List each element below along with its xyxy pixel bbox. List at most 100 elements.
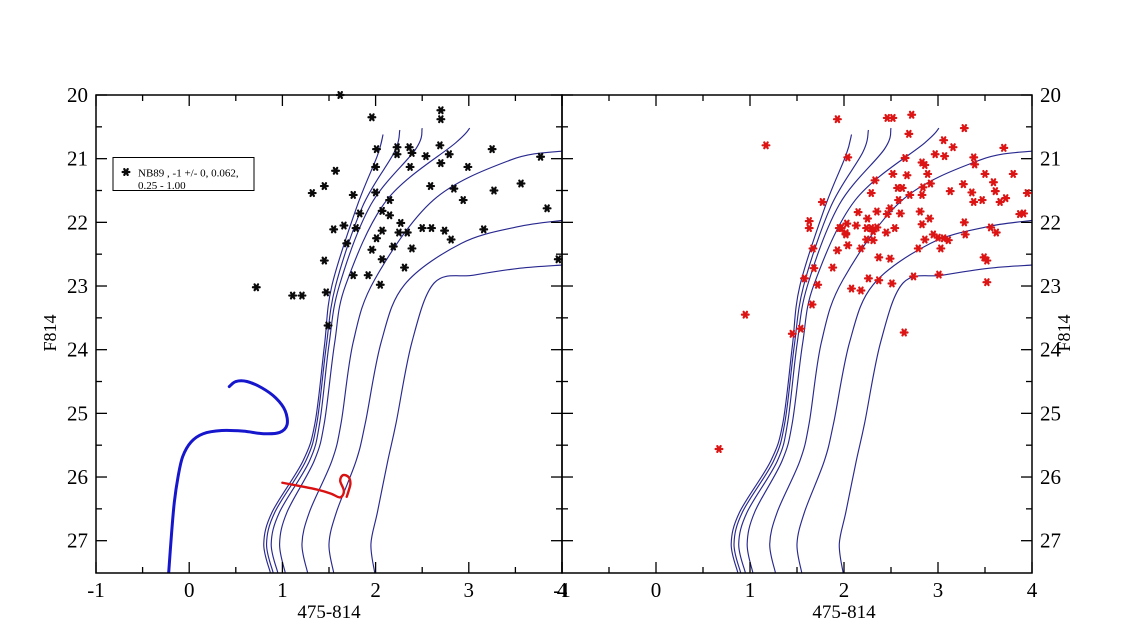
legend-box (112, 157, 255, 191)
data-point (479, 225, 489, 234)
data-point (923, 169, 933, 178)
data-point (427, 224, 437, 233)
legend-asterisk-icon (121, 168, 131, 176)
isochrone-curve (265, 129, 401, 573)
data-point (895, 209, 905, 218)
data-point (426, 182, 436, 191)
data-point (991, 228, 1001, 237)
data-point (939, 136, 949, 145)
data-point (458, 196, 468, 205)
data-point (980, 169, 990, 178)
data-point (853, 208, 863, 217)
data-point (323, 321, 333, 330)
data-point (371, 188, 381, 197)
data-point (832, 246, 842, 255)
legend-line2: 0.25 - 1.00 (138, 180, 186, 192)
data-point (436, 159, 446, 168)
data-point (945, 187, 955, 196)
data-point (888, 169, 898, 178)
data-point (885, 254, 895, 263)
data-point (988, 178, 998, 187)
data-point (925, 214, 935, 223)
data-point (920, 235, 930, 244)
data-point (367, 113, 377, 122)
data-point (394, 228, 404, 237)
data-point (807, 300, 817, 309)
data-point (920, 161, 930, 170)
data-point (841, 230, 851, 239)
data-point (925, 179, 935, 188)
data-point (417, 224, 427, 233)
data-point (894, 196, 904, 205)
y-tick-label: 27 (67, 529, 88, 553)
y-axis-label-right: F814 (1054, 314, 1074, 351)
data-point (329, 225, 339, 234)
isochrone-curve (270, 127, 423, 573)
x-tick-label: 2 (839, 578, 850, 602)
y-tick-label: 22 (1040, 210, 1061, 234)
data-point (863, 214, 872, 223)
data-point (804, 217, 814, 226)
data-point (870, 176, 880, 185)
data-point (888, 113, 898, 122)
isochrone-curve (796, 219, 1032, 573)
x-tick-label: 1 (277, 578, 288, 602)
ticks-layer (95, 94, 563, 573)
points-layer (251, 91, 563, 330)
data-point (251, 283, 261, 292)
data-point (813, 280, 823, 289)
data-point (843, 241, 853, 250)
data-point (1022, 189, 1032, 198)
data-point (917, 190, 927, 199)
data-point (319, 256, 329, 265)
data-point (967, 188, 977, 197)
data-point (385, 211, 395, 220)
data-point (960, 230, 970, 239)
data-point (902, 171, 912, 180)
x-tick-label: 4 (557, 578, 568, 602)
data-point (900, 154, 910, 163)
data-point (832, 115, 842, 124)
data-point (335, 91, 345, 99)
data-point (885, 204, 895, 213)
data-point (915, 207, 925, 216)
data-point (930, 150, 940, 159)
data-point (319, 182, 329, 191)
data-point (959, 124, 969, 133)
data-point (999, 143, 1009, 152)
data-point (489, 186, 499, 195)
data-point (796, 324, 806, 333)
data-point (363, 271, 373, 280)
data-point (307, 189, 317, 198)
data-point (907, 110, 917, 119)
data-point (407, 244, 417, 253)
data-point (995, 197, 1005, 206)
data-point (828, 263, 838, 272)
data-point (536, 152, 546, 161)
data-point (740, 310, 750, 319)
legend: NB89 , -1 +/- 0, 0.062, 0.25 - 1.00 (112, 157, 255, 192)
data-point (421, 152, 431, 161)
data-point (404, 143, 414, 152)
data-point (986, 223, 996, 232)
data-point (917, 220, 927, 229)
data-point (948, 143, 958, 152)
data-point (856, 286, 866, 295)
y-tick-label: 26 (67, 465, 88, 489)
data-point (882, 210, 892, 219)
data-point (863, 274, 873, 283)
data-point (982, 256, 992, 265)
x-axis-label-left: 475-814 (297, 602, 361, 623)
data-point (339, 221, 349, 230)
data-point (553, 255, 563, 264)
data-point (881, 228, 891, 237)
data-point (355, 209, 365, 218)
data-point (388, 242, 398, 251)
data-point (377, 206, 387, 215)
data-point (847, 284, 857, 293)
data-point (809, 264, 819, 273)
data-point (392, 150, 402, 159)
data-point (377, 226, 387, 235)
